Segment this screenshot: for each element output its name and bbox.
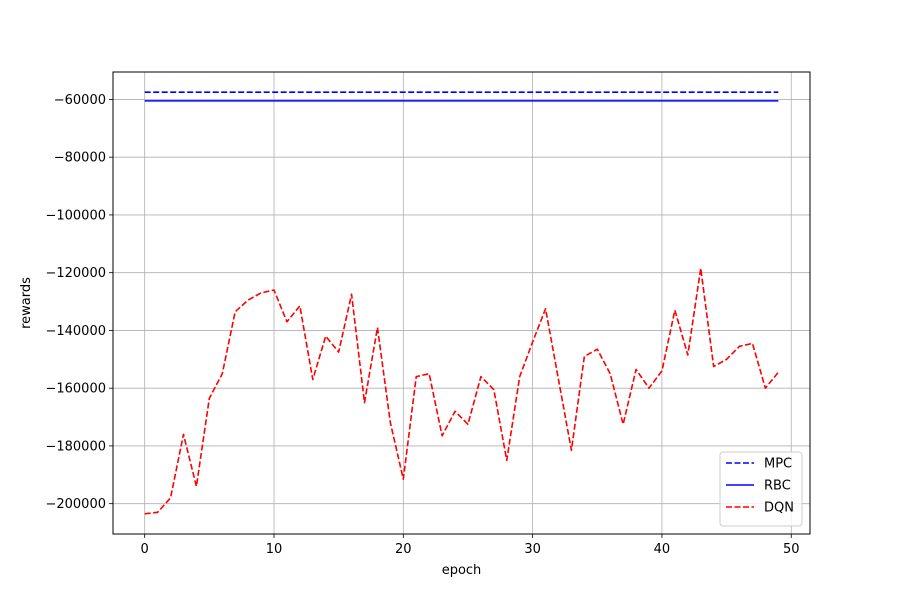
y-tick-label: −120000 <box>45 266 106 281</box>
y-tick-label: −160000 <box>45 382 106 397</box>
y-tick-label: −180000 <box>45 439 106 454</box>
x-tick-label: 40 <box>654 542 671 557</box>
x-tick-label: 10 <box>266 542 283 557</box>
legend-label-mpc: MPC <box>764 457 792 472</box>
series-line-dqn <box>144 267 779 515</box>
y-tick-label: −60000 <box>54 93 106 108</box>
plot-frame <box>112 71 811 535</box>
grid <box>113 72 810 534</box>
x-tick-label: 20 <box>395 542 412 557</box>
legend-label-dqn: DQN <box>764 501 794 516</box>
x-tick-label: 50 <box>783 542 800 557</box>
y-tick-label: −80000 <box>54 151 106 166</box>
legend: MPC RBC DQN <box>719 451 803 527</box>
y-tick-label: −200000 <box>45 497 106 512</box>
legend-label-rbc: RBC <box>764 479 791 494</box>
x-tick-label: 0 <box>141 542 149 557</box>
plot-lines <box>144 91 779 515</box>
x-tick-label: 30 <box>524 542 541 557</box>
axis-ticks: 0 10 20 30 40 50 −60000 −80000 −100000 −120000 −14… <box>45 93 799 557</box>
y-tick-label: −140000 <box>45 324 106 339</box>
y-tick-label: −100000 <box>45 208 106 223</box>
x-axis-label: epoch <box>442 563 482 578</box>
y-axis-label: rewards <box>19 277 34 329</box>
